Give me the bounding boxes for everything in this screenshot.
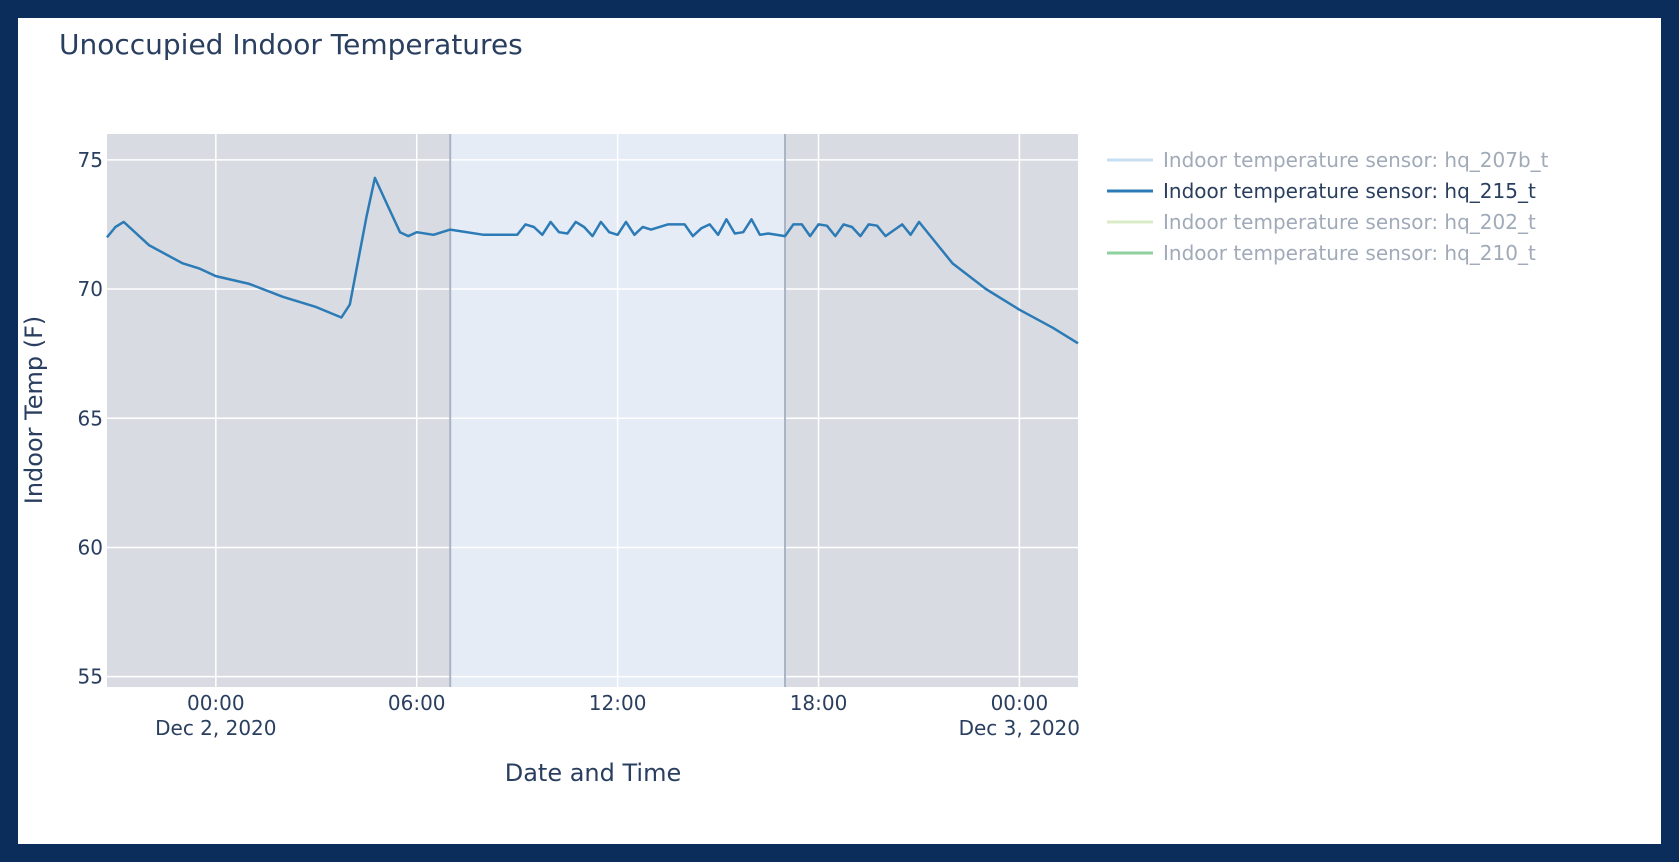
x-tick-label-3: 18:00 <box>790 691 848 715</box>
chart-svg[interactable]: Unoccupied Indoor Temperatures 55 60 65 70 7… <box>18 18 1661 844</box>
legend-item-1[interactable]: Indoor temperature sensor: hq_215_t <box>1107 179 1536 203</box>
y-tick-label-70: 70 <box>78 277 103 301</box>
plot-area[interactable] <box>106 134 1079 687</box>
x-tick-label-1: 06:00 <box>388 691 446 715</box>
legend-item-3[interactable]: Indoor temperature sensor: hq_210_t <box>1107 241 1536 265</box>
legend-label-2: Indoor temperature sensor: hq_202_t <box>1163 210 1536 234</box>
legend[interactable]: Indoor temperature sensor: hq_207b_t Indo… <box>1107 148 1549 265</box>
y-axis-ticks: 55 60 65 70 75 <box>78 148 103 689</box>
x-tick-label-0: 00:00 <box>187 691 245 715</box>
y-axis-title: Indoor Temp (F) <box>20 316 48 505</box>
legend-label-0: Indoor temperature sensor: hq_207b_t <box>1163 148 1549 172</box>
legend-label-1: Indoor temperature sensor: hq_215_t <box>1163 179 1536 203</box>
x-tick-date-0: Dec 2, 2020 <box>155 716 276 740</box>
outer-frame: Unoccupied Indoor Temperatures 55 60 65 70 7… <box>12 12 1667 850</box>
shaded-region-1 <box>785 134 1078 687</box>
x-axis-title: Date and Time <box>505 759 682 787</box>
legend-label-3: Indoor temperature sensor: hq_210_t <box>1163 241 1536 265</box>
y-tick-label-60: 60 <box>78 535 103 559</box>
y-tick-label-75: 75 <box>78 148 103 172</box>
legend-item-0[interactable]: Indoor temperature sensor: hq_207b_t <box>1107 148 1549 172</box>
chart-card: Unoccupied Indoor Temperatures 55 60 65 70 7… <box>18 18 1661 844</box>
legend-item-2[interactable]: Indoor temperature sensor: hq_202_t <box>1107 210 1536 234</box>
x-tick-label-2: 12:00 <box>589 691 647 715</box>
series-line-1 <box>106 176 1079 345</box>
y-tick-label-65: 65 <box>78 406 103 430</box>
x-tick-date-4: Dec 3, 2020 <box>959 716 1080 740</box>
shaded-region-0 <box>107 134 451 687</box>
x-tick-label-4: 00:00 <box>991 691 1049 715</box>
chart-title: Unoccupied Indoor Temperatures <box>59 28 523 61</box>
y-tick-label-55: 55 <box>78 665 103 689</box>
